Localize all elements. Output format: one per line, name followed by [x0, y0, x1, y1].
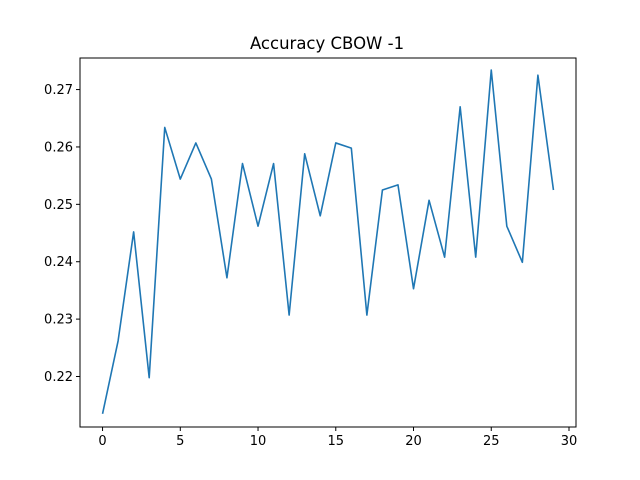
- y-tick-label: 0.23: [44, 313, 73, 328]
- series-layer: [101, 69, 555, 414]
- y-tick-label: 0.22: [44, 370, 73, 385]
- series-line: [101, 69, 555, 414]
- y-tick-label: 0.25: [44, 198, 73, 213]
- y-tick-label: 0.26: [44, 140, 73, 155]
- chart-title: Accuracy CBOW -1: [250, 34, 404, 53]
- axis-ticks: 0 5 10 15 20 25 30 0.22 0.23 0.24 0.25 0.26 0.27: [44, 83, 577, 449]
- x-tick-label: 10: [250, 434, 267, 449]
- x-tick-label: 0: [98, 434, 106, 449]
- x-tick-label: 15: [328, 434, 345, 449]
- x-tick-label: 30: [561, 434, 578, 449]
- plot-area-frame: [79, 57, 577, 428]
- y-tick-label: 0.24: [44, 255, 73, 270]
- y-tick-label: 0.27: [44, 83, 73, 98]
- x-tick-label: 20: [405, 434, 422, 449]
- x-tick-label: 5: [176, 434, 184, 449]
- x-tick-label: 25: [483, 434, 500, 449]
